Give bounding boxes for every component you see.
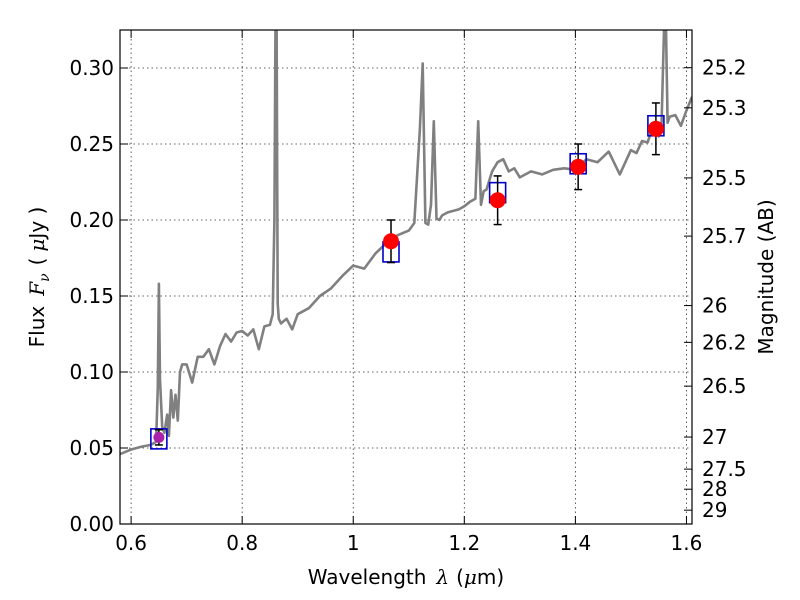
x-tick-label: 0.6 (115, 531, 147, 555)
y2-tick-label: 26 (702, 294, 727, 318)
y-tick-label: 0.05 (69, 436, 114, 460)
y2-tick-label: 27.5 (702, 457, 747, 481)
observed-point (489, 192, 506, 209)
x-axis-title: Wavelength λ (μm) (308, 565, 504, 589)
y2-tick-label: 25.7 (702, 224, 747, 248)
y-tick-label: 0.15 (69, 284, 114, 308)
spectrum-series (120, 30, 692, 456)
model-point (150, 428, 168, 450)
x-tick-label: 1.6 (671, 531, 703, 555)
y-tick-label: 0.25 (69, 132, 114, 156)
x-tick-label: 1 (347, 531, 360, 555)
y-axis-title: FluxFν(μJy ) (25, 207, 53, 348)
grid-lines (120, 30, 692, 525)
y2-axis-title: Magnitude (AB) (754, 199, 778, 354)
y-tick-label: 0.00 (69, 512, 114, 536)
y2-tick-label: 25.2 (702, 56, 747, 80)
x-tick-label: 0.8 (226, 531, 258, 555)
observed-point (383, 233, 400, 250)
observed-point (153, 431, 165, 443)
y2-tick-label: 26.2 (702, 330, 747, 354)
y-tick-label: 0.20 (69, 208, 114, 232)
observed-point (647, 120, 664, 137)
photometry-series (150, 102, 665, 450)
y2-tick-label: 25.5 (702, 166, 747, 190)
y2-tick-label: 28 (702, 477, 727, 501)
y2-tick-label: 29 (702, 498, 727, 522)
observed-point (570, 158, 587, 175)
spectrum-line (120, 30, 692, 456)
x-tick-label: 1.4 (559, 531, 591, 555)
axis-ticks: 0.6 0.8 1 1.2 1.4 1.6 0.00 0.05 0.10 0.15 0.20 0.25… (69, 30, 747, 555)
y2-tick-label: 27 (702, 425, 727, 449)
y2-tick-label: 25.3 (702, 96, 747, 120)
y-tick-label: 0.30 (69, 56, 114, 80)
x-tick-label: 1.2 (448, 531, 480, 555)
y-tick-label: 0.10 (69, 360, 114, 384)
y2-tick-label: 26.5 (702, 374, 747, 398)
plot-frame (119, 29, 693, 525)
